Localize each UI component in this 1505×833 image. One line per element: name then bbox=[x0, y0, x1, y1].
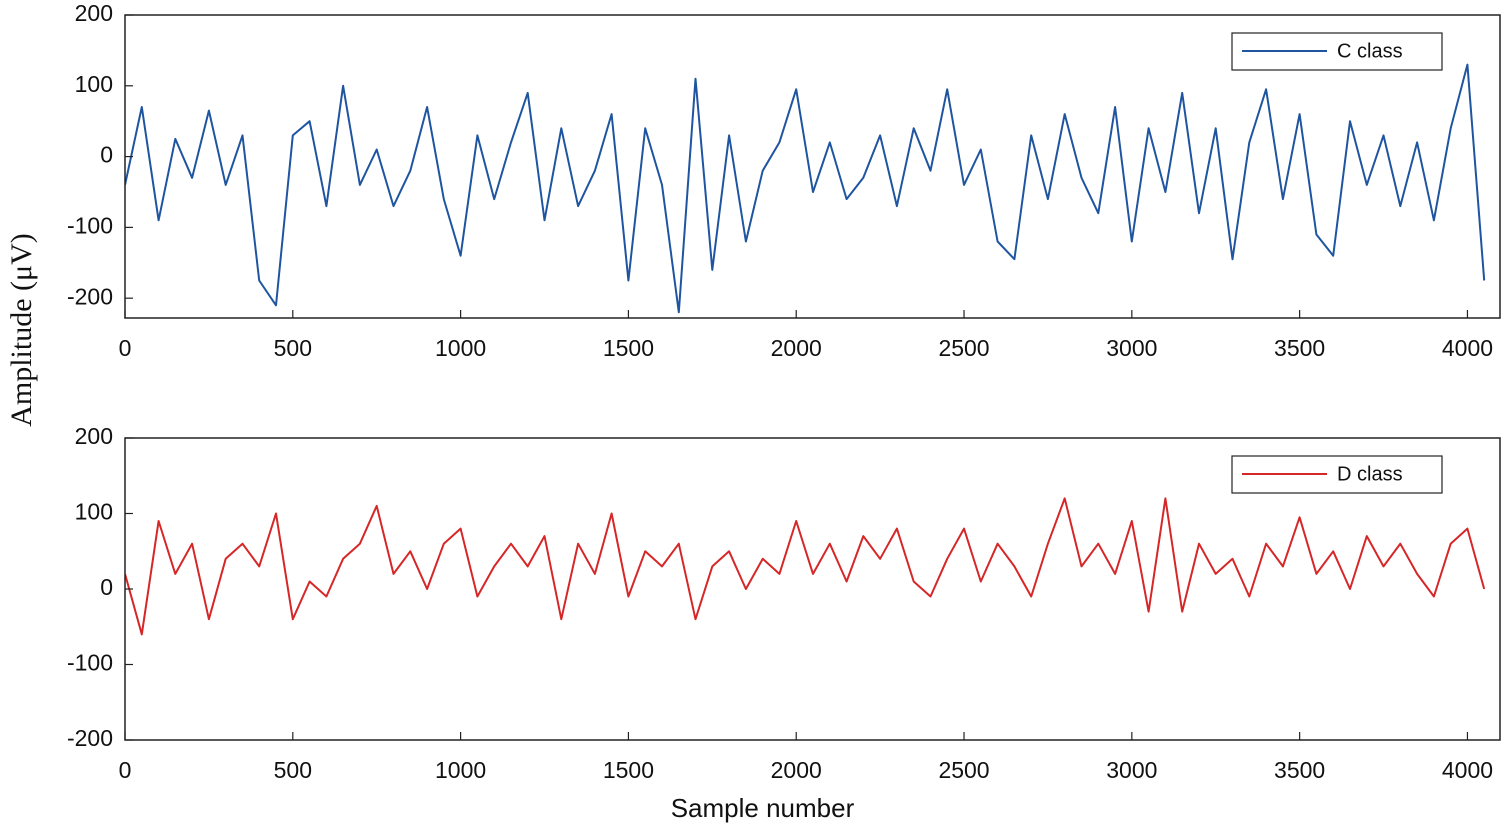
y-tick-label: 0 bbox=[100, 574, 113, 600]
data-line bbox=[125, 63, 1486, 314]
legend-label: D class bbox=[1337, 463, 1403, 485]
x-tick-label: 3000 bbox=[1106, 335, 1157, 361]
x-tick-label: 3500 bbox=[1274, 335, 1325, 361]
y-tick-label: -200 bbox=[67, 725, 113, 751]
y-tick-label: -100 bbox=[67, 212, 113, 238]
x-tick-label: 3500 bbox=[1274, 757, 1325, 783]
y-tick-label: 0 bbox=[100, 142, 113, 168]
x-tick-label: 1500 bbox=[603, 335, 654, 361]
x-tick-label: 2500 bbox=[938, 757, 989, 783]
x-tick-label: 4000 bbox=[1442, 757, 1493, 783]
y-tick-label: 100 bbox=[75, 499, 113, 525]
x-tick-label: 500 bbox=[274, 335, 312, 361]
plot-lines bbox=[125, 497, 1486, 636]
x-tick-label: 1000 bbox=[435, 757, 486, 783]
x-tick-label: 0 bbox=[119, 757, 132, 783]
x-tick-label: 0 bbox=[119, 335, 132, 361]
x-tick-label: 2000 bbox=[771, 757, 822, 783]
y-axis-label: Amplitude (μV) bbox=[5, 233, 38, 427]
x-tick-label: 1500 bbox=[603, 757, 654, 783]
data-line bbox=[125, 497, 1486, 636]
y-tick-label: -200 bbox=[67, 283, 113, 309]
y-tick-label: 200 bbox=[75, 0, 113, 26]
y-tick-label: -100 bbox=[67, 650, 113, 676]
x-tick-label: 4000 bbox=[1442, 335, 1493, 361]
x-tick-label: 3000 bbox=[1106, 757, 1157, 783]
x-axis-label: Sample number bbox=[671, 793, 855, 823]
y-tick-label: 100 bbox=[75, 71, 113, 97]
x-tick-label: 1000 bbox=[435, 335, 486, 361]
y-tick-label: 200 bbox=[75, 423, 113, 449]
legend-label: C class bbox=[1337, 40, 1403, 62]
x-tick-label: 2000 bbox=[771, 335, 822, 361]
axes-box bbox=[124, 14, 1501, 319]
plot-lines bbox=[125, 63, 1486, 314]
x-tick-label: 2500 bbox=[938, 335, 989, 361]
x-tick-label: 500 bbox=[274, 757, 312, 783]
